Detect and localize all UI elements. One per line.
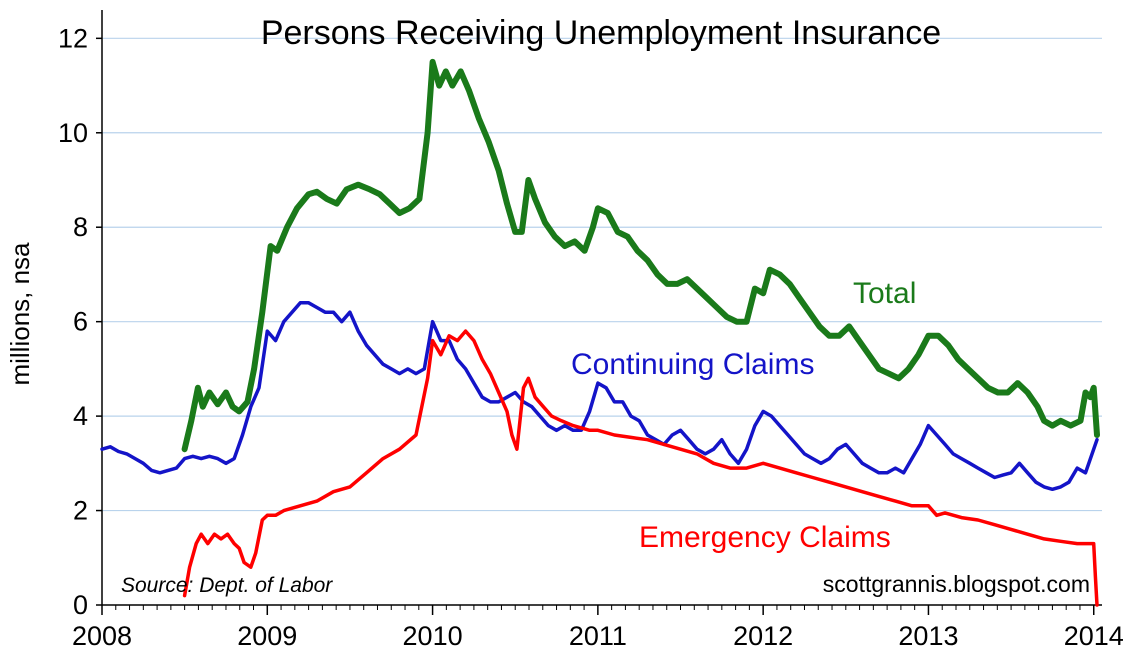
y-axis-label: millions, nsa xyxy=(5,242,35,386)
y-tick-label-5: 10 xyxy=(58,118,88,148)
series-lines xyxy=(100,58,1100,607)
y-tick-label-1: 2 xyxy=(73,496,88,526)
x-tick-label-3: 2011 xyxy=(569,621,627,651)
series-label-total: Total xyxy=(853,277,916,310)
y-tick-label-4: 8 xyxy=(73,212,88,242)
gridlines xyxy=(102,37,1102,512)
series-line-continuing-claims xyxy=(100,301,1099,492)
axes xyxy=(96,10,1102,615)
y-tick-label-6: 12 xyxy=(58,23,88,53)
chart-title: Persons Receiving Unemployment Insurance xyxy=(261,14,941,52)
x-tick-label-2: 2010 xyxy=(403,621,463,651)
y-tick-label-3: 6 xyxy=(73,307,88,337)
x-tick-label-1: 2009 xyxy=(237,621,297,651)
source-note: Source: Dept. of Labor xyxy=(121,574,333,597)
series-label-continuing-claims: Continuing Claims xyxy=(571,348,814,381)
x-tick-label-6: 2014 xyxy=(1064,621,1124,651)
series-line-emergency-claims xyxy=(182,329,1099,607)
y-tick-label-0: 0 xyxy=(73,590,88,620)
series-line-total xyxy=(181,58,1100,453)
x-tick-label-4: 2012 xyxy=(733,621,793,651)
x-tick-label-0: 2008 xyxy=(72,621,132,651)
credit-note: scottgrannis.blogspot.com xyxy=(823,571,1090,597)
series-label-emergency-claims: Emergency Claims xyxy=(639,521,891,554)
x-tick-label-5: 2013 xyxy=(898,621,958,651)
y-tick-label-2: 4 xyxy=(73,401,88,431)
tick-labels: 0 2 4 6 8 10 12 2008 2009 2010 2011 2012 2013 2014 xyxy=(58,23,1124,651)
